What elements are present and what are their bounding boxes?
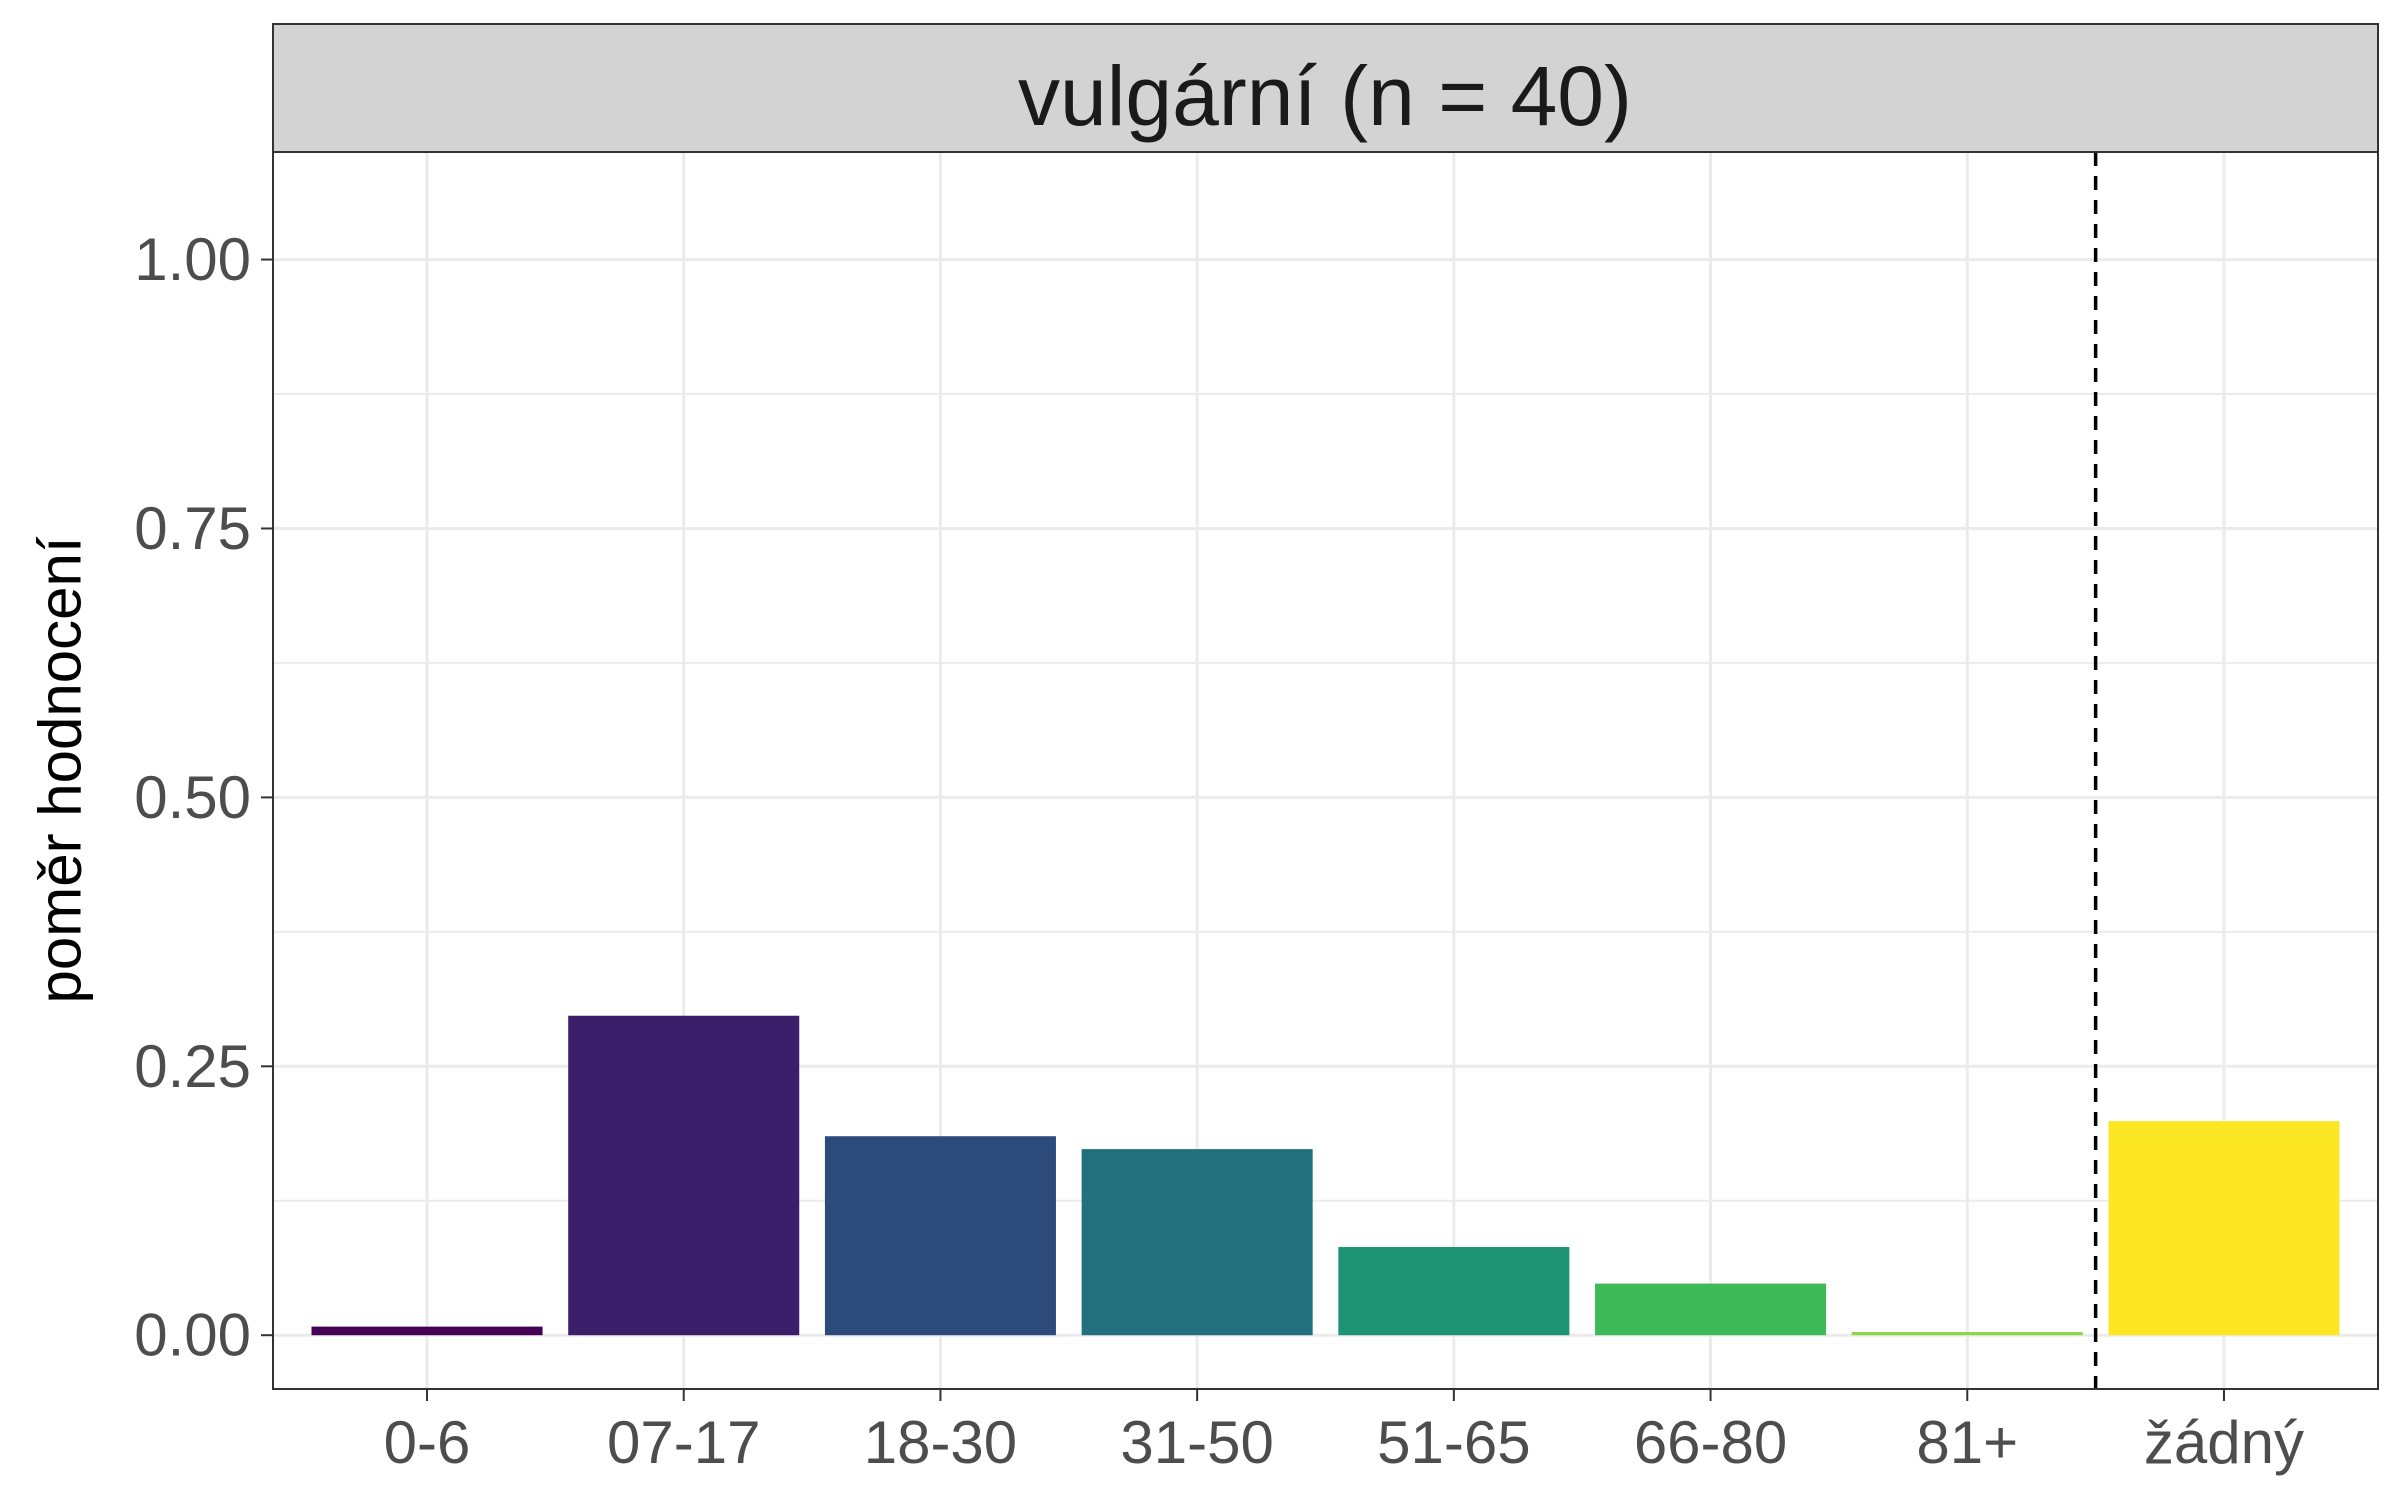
bar-žádný (2108, 1121, 2339, 1335)
chart-title: vulgární (n = 40) (1018, 49, 1632, 143)
bar-31-50 (1082, 1149, 1313, 1335)
bar-18-30 (825, 1136, 1056, 1335)
x-tick-label: 18-30 (864, 1409, 1017, 1476)
y-tick-label: 1.00 (134, 226, 251, 293)
y-tick-label: 0.75 (134, 495, 251, 562)
x-tick-label: žádný (2144, 1409, 2304, 1476)
x-tick-label: 81+ (1916, 1409, 2018, 1476)
y-tick-label: 0.25 (134, 1033, 251, 1100)
bar-0-6 (312, 1327, 543, 1336)
bar-66-80 (1595, 1284, 1826, 1336)
bar-81+ (1852, 1332, 2083, 1335)
x-tick-label: 66-80 (1634, 1409, 1787, 1476)
y-axis-title: poměr hodnocení (27, 536, 94, 1003)
bar-51-65 (1338, 1247, 1569, 1335)
bar-07-17 (568, 1016, 799, 1335)
x-tick-label: 0-6 (384, 1409, 471, 1476)
y-tick-label: 0.50 (134, 764, 251, 831)
x-tick-label: 31-50 (1120, 1409, 1273, 1476)
y-tick-label: 0.00 (134, 1302, 251, 1369)
x-tick-label: 07-17 (607, 1409, 760, 1476)
x-tick-label: 51-65 (1377, 1409, 1530, 1476)
